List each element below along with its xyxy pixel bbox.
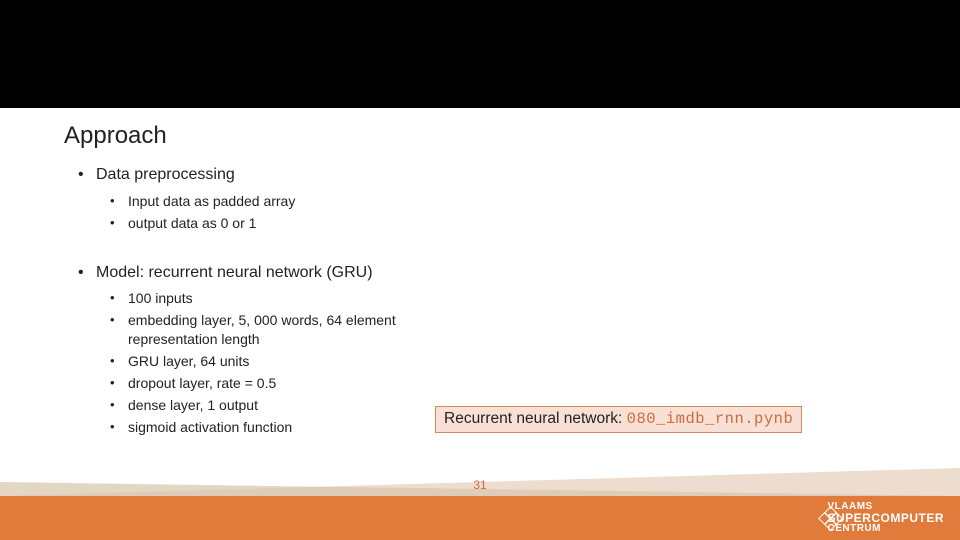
footer-logo-text: VLAAMS SUPERCOMPUTER CENTRUM xyxy=(827,502,944,534)
section2-items: 100 inputs embedding layer, 5, 000 words… xyxy=(96,289,416,436)
section1-heading-text: Data preprocessing xyxy=(96,166,235,183)
logo-line3: CENTRUM xyxy=(827,524,944,534)
list-item: output data as 0 or 1 xyxy=(110,214,416,233)
list-item: embedding layer, 5, 000 words, 64 elemen… xyxy=(110,311,416,349)
list-item: dense layer, 1 output xyxy=(110,396,416,415)
bullet-section-1: Data preprocessing Input data as padded … xyxy=(76,165,416,233)
section2-heading: Model: recurrent neural network (GRU) 10… xyxy=(76,263,416,437)
list-item: sigmoid activation function xyxy=(110,418,416,437)
page-number: 31 xyxy=(0,478,960,492)
slide-content: Data preprocessing Input data as padded … xyxy=(76,165,416,455)
callout-box: Recurrent neural network: 080_imdb_rnn.p… xyxy=(435,406,802,433)
footer-orange-band xyxy=(0,496,960,540)
list-item: dropout layer, rate = 0.5 xyxy=(110,374,416,393)
list-item: GRU layer, 64 units xyxy=(110,352,416,371)
bullet-section-2: Model: recurrent neural network (GRU) 10… xyxy=(76,263,416,437)
section1-items: Input data as padded array output data a… xyxy=(96,192,416,233)
callout-label: Recurrent neural network: xyxy=(444,410,627,427)
slide-title: Approach xyxy=(64,122,167,150)
section2-heading-text: Model: recurrent neural network (GRU) xyxy=(96,264,373,281)
callout-code: 080_imdb_rnn.pynb xyxy=(627,410,794,428)
list-item: Input data as padded array xyxy=(110,192,416,211)
list-item: 100 inputs xyxy=(110,289,416,308)
slide: Approach Data preprocessing Input data a… xyxy=(0,0,960,540)
section1-heading: Data preprocessing Input data as padded … xyxy=(76,165,416,233)
top-black-band xyxy=(0,0,960,108)
